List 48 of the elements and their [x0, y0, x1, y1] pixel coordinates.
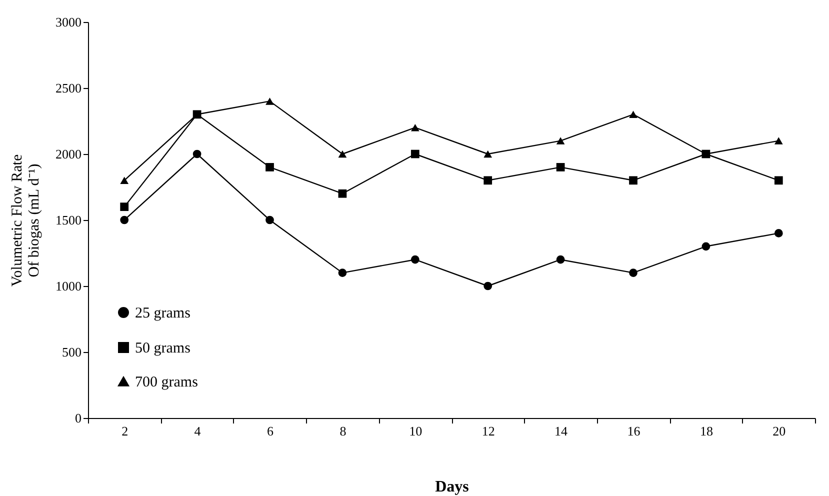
point — [338, 268, 347, 277]
y-tick-label: 1500 — [56, 212, 82, 228]
x-axis-title: Days — [435, 478, 469, 496]
point — [192, 150, 202, 158]
x-tick-label: 10 — [409, 424, 422, 438]
y-tick-label: 2500 — [56, 80, 82, 96]
point — [484, 176, 492, 185]
point — [556, 255, 565, 264]
x-tick-label: 4 — [194, 424, 202, 438]
point — [120, 216, 129, 224]
point — [629, 268, 638, 277]
point — [484, 150, 492, 158]
point — [338, 150, 347, 158]
point — [629, 176, 638, 185]
point — [266, 163, 274, 172]
legend-label: 50 grams — [135, 340, 191, 356]
point — [702, 242, 710, 251]
point — [266, 98, 274, 105]
point — [629, 110, 638, 118]
point — [774, 137, 783, 144]
x-tick-label: 16 — [627, 424, 641, 438]
x-tick-label: 6 — [267, 424, 274, 438]
x-tick-label: 18 — [700, 424, 713, 438]
x-tick-label: 12 — [482, 424, 495, 438]
point — [120, 202, 129, 211]
x-tick-label: 14 — [554, 424, 568, 438]
legend-label: 25 grams — [135, 306, 191, 322]
point — [266, 216, 274, 224]
point — [120, 176, 129, 184]
y-axis-title: Volumetric Flow Rate Of biogas (mL d⁻¹) — [10, 154, 42, 287]
x-tick-label: 20 — [772, 424, 786, 438]
y-tick-label: 0 — [75, 410, 82, 426]
y-tick-label: 500 — [62, 344, 82, 360]
y-tick-label: 1000 — [56, 278, 82, 294]
point — [556, 137, 565, 144]
y-tick-label: 2000 — [56, 146, 82, 162]
point — [774, 229, 783, 238]
point — [410, 255, 420, 264]
point — [338, 189, 347, 198]
point — [484, 282, 492, 290]
point — [774, 176, 783, 185]
point — [410, 124, 420, 132]
x-tick-label: 8 — [340, 424, 346, 438]
legend-label: 700 grams — [135, 374, 198, 390]
point — [556, 163, 565, 172]
point — [410, 150, 420, 158]
y-tick-label: 3000 — [56, 14, 82, 30]
x-tick-label: 2 — [122, 424, 128, 438]
